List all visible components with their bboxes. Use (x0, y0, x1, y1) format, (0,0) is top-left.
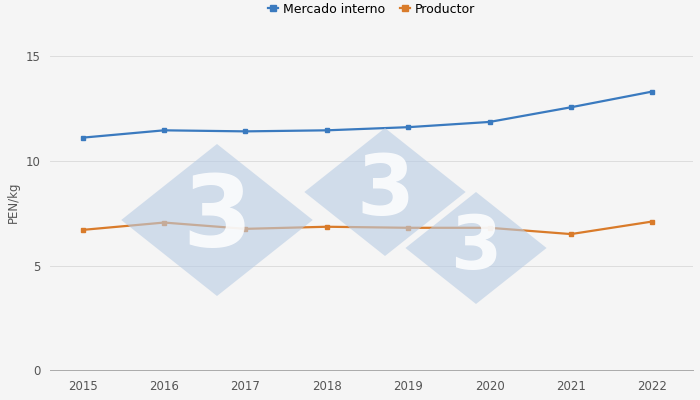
Text: 3: 3 (182, 172, 252, 268)
Text: 3: 3 (450, 212, 502, 284)
Y-axis label: PEN/kg: PEN/kg (7, 182, 20, 223)
Legend: Mercado interno, Productor: Mercado interno, Productor (263, 0, 480, 20)
Text: 3: 3 (356, 152, 414, 232)
